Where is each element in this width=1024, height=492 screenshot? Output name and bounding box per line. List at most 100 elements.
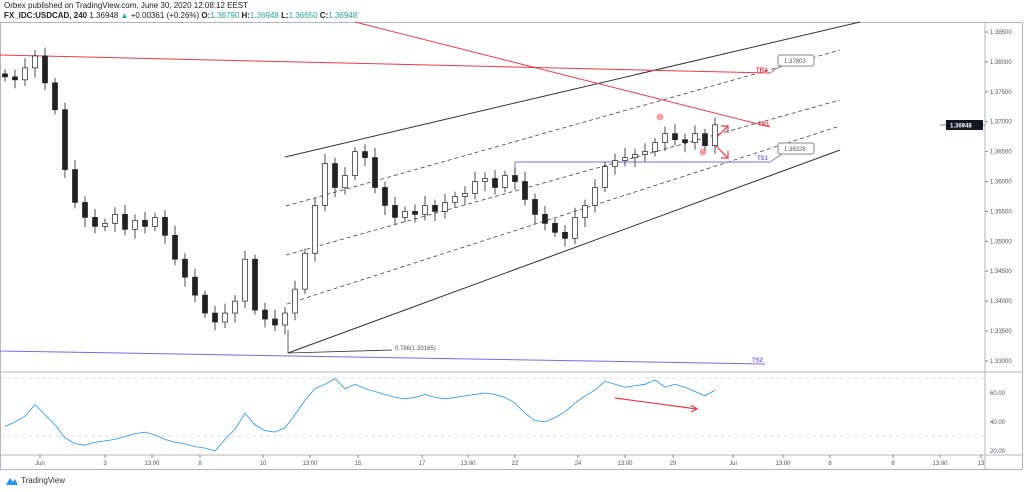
rsi-line [4, 377, 716, 452]
tradingview-logo[interactable]: TradingView [6, 476, 65, 485]
candle [462, 186, 468, 205]
candle-body [452, 196, 458, 203]
candle [292, 280, 298, 321]
high-value: 1.36948 [249, 11, 279, 20]
candle [72, 159, 78, 209]
channel-upper-line[interactable] [284, 21, 861, 158]
highlight-marker [656, 113, 664, 121]
channel-dashed-line[interactable] [285, 49, 841, 207]
candle [362, 144, 368, 166]
l-label: L: [281, 11, 289, 20]
candle [712, 117, 718, 154]
channel-lower-line[interactable] [287, 149, 841, 354]
candle-body [592, 187, 598, 206]
candle [32, 49, 38, 78]
time-axis[interactable]: Jun 3 13:00 8 10 13:00 15 17 13:00 22 24 13:00 29 Jul… [35, 455, 985, 467]
candle-body [422, 205, 428, 215]
time-tick: 13:00 [617, 461, 633, 467]
candle [332, 157, 338, 198]
candle-body [462, 193, 468, 197]
candle [22, 58, 28, 86]
candle-body [202, 294, 208, 314]
callout-bottom[interactable]: 1.36326 [769, 142, 815, 163]
tr1-label: TR1 [758, 122, 770, 128]
candle [652, 137, 658, 157]
fib-label: 0.786(1.33165) [395, 346, 436, 352]
channel-dashed-line[interactable] [285, 99, 841, 256]
candle-body [342, 175, 348, 188]
candle-body [262, 309, 268, 320]
arrow-up-icon [715, 125, 729, 139]
symbol: FX_IDC:USDCAD, 240 [4, 11, 88, 20]
price-tick: 1.37500 [990, 90, 1012, 96]
candle [112, 207, 118, 232]
candle-body [352, 151, 358, 176]
candle [212, 305, 218, 331]
price-tick: 1.37000 [990, 120, 1012, 126]
candle-body [322, 163, 328, 206]
last-price: 1.36948 [89, 11, 119, 20]
candle-body [622, 157, 628, 161]
candle-body [302, 252, 308, 290]
candle [42, 47, 48, 91]
fib-retracement[interactable] [287, 330, 393, 354]
tr2-line[interactable] [0, 54, 771, 74]
o-label: O: [201, 11, 211, 20]
chart-frame[interactable] [0, 22, 1023, 470]
ts2-line[interactable] [0, 350, 766, 365]
highlight-marker [699, 148, 707, 156]
candle [632, 148, 638, 168]
time-tick: 13:00 [932, 461, 948, 467]
candle-body [692, 133, 698, 143]
candle-body [12, 76, 18, 81]
price-tick: 1.36000 [990, 180, 1012, 186]
candle [92, 209, 98, 234]
candle [412, 204, 418, 223]
tradingview-wordmark: TradingView [21, 476, 66, 485]
c-label: C: [319, 11, 329, 20]
channel-dashed-line[interactable] [286, 125, 841, 305]
candle-body [362, 151, 368, 158]
candle [122, 204, 128, 236]
tr2-label: TR2 [756, 68, 768, 74]
time-tick: 8 [198, 461, 202, 467]
time-tick: Jul [729, 461, 737, 467]
candle-body [542, 214, 548, 224]
candle-body [182, 258, 188, 278]
candle [232, 295, 238, 323]
candle-body [92, 217, 98, 227]
rsi-tick: 40.00 [990, 420, 1006, 426]
candle [132, 214, 138, 239]
time-tick: 17 [419, 461, 426, 467]
candle [102, 218, 108, 232]
callout-top-text: 1.37803 [784, 59, 806, 65]
time-tick: 29 [670, 461, 677, 467]
candle-body [642, 151, 648, 155]
candle-body [152, 217, 158, 227]
candle-body [512, 175, 518, 182]
candle-body [432, 205, 438, 212]
candle-body [492, 178, 498, 188]
price-axis[interactable]: 1.38500 1.38000 1.37500 1.37000 1.36500 1.360… [985, 30, 1012, 365]
price-tick: 1.35500 [990, 209, 1012, 215]
ts1-line[interactable] [514, 161, 770, 175]
candle-body [292, 288, 298, 314]
candle [392, 197, 398, 225]
price-tick: 1.36500 [990, 150, 1012, 156]
candle [572, 207, 578, 245]
candle-body [482, 178, 488, 182]
callout-top[interactable]: 1.37803 [769, 54, 815, 74]
candle-body [532, 199, 538, 215]
time-tick: 10 [260, 461, 267, 467]
candle-body [252, 258, 258, 311]
tr1-line[interactable] [354, 21, 771, 128]
current-price-marker: 1.36948 [940, 120, 985, 130]
candle-body [412, 211, 418, 215]
candle-body [522, 181, 528, 200]
candle-body [402, 211, 408, 218]
candle [492, 170, 498, 195]
candle-body [472, 181, 478, 194]
candle [602, 161, 608, 193]
publisher-line: Orbex published on TradingView.com, June… [4, 1, 249, 10]
